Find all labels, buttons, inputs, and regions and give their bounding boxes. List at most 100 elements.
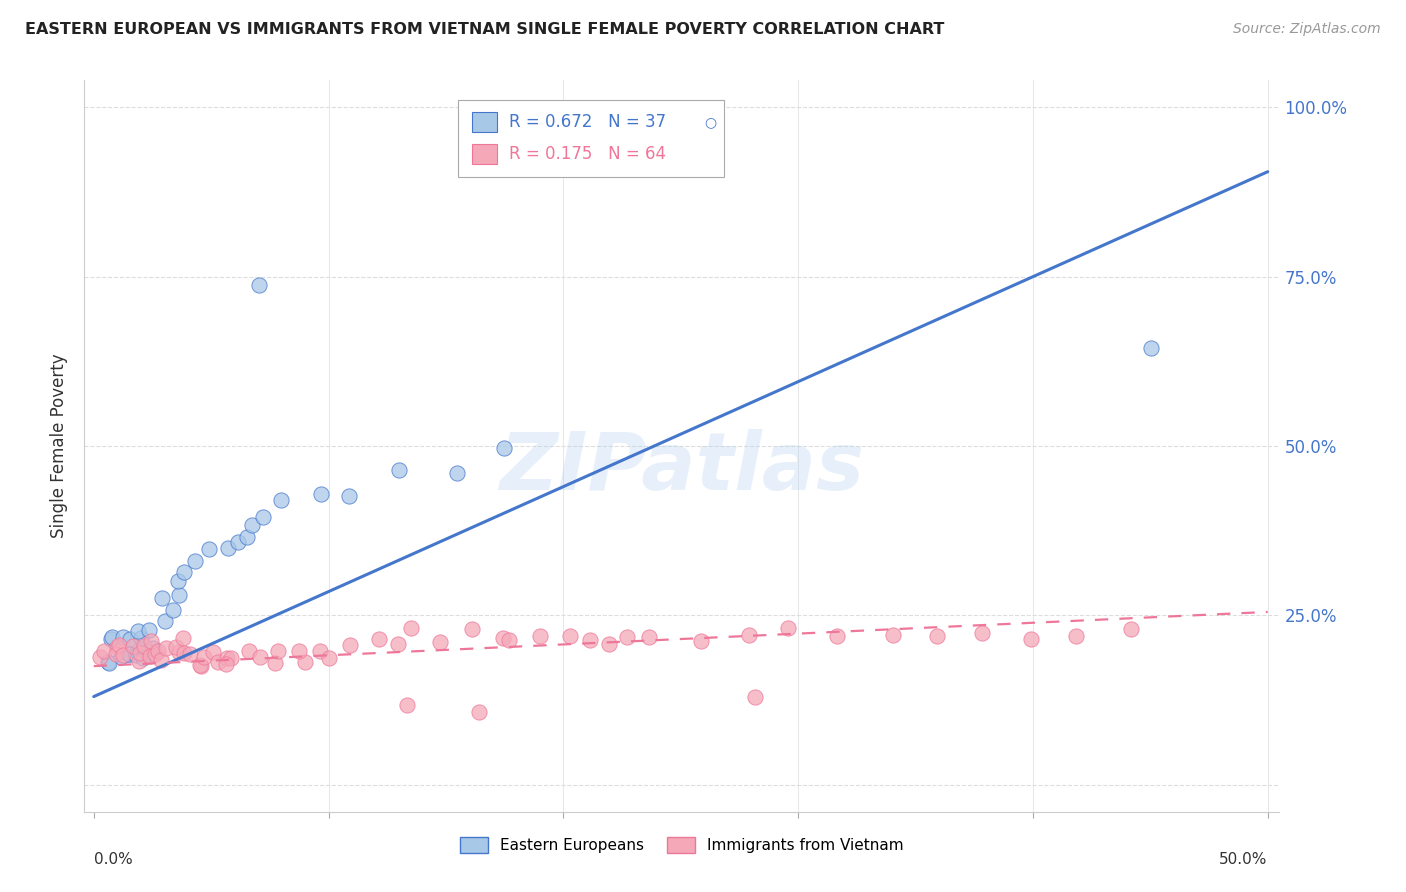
Point (155, 640, 177, 655)
Point (882, 628, 904, 642)
Text: ○: ○ (704, 115, 716, 128)
Point (560, 629, 582, 643)
Point (266, 644, 288, 658)
Point (112, 630, 135, 644)
Point (240, 518, 263, 533)
Point (1140, 342, 1163, 356)
Point (132, 641, 155, 656)
Point (925, 629, 948, 643)
Point (446, 466, 468, 480)
Point (89, 649, 111, 664)
Point (122, 639, 145, 653)
Point (105, 648, 128, 662)
Point (235, 530, 257, 544)
Point (337, 489, 360, 503)
Point (165, 640, 187, 655)
Point (238, 644, 260, 658)
Point (215, 651, 238, 665)
Point (167, 588, 190, 602)
Point (97, 656, 120, 670)
Point (173, 566, 195, 580)
Point (776, 621, 799, 635)
Point (429, 634, 451, 648)
Point (638, 630, 661, 644)
Point (112, 648, 135, 662)
Point (339, 639, 361, 653)
Point (150, 591, 173, 605)
Legend: Eastern Europeans, Immigrants from Vietnam: Eastern Europeans, Immigrants from Vietn… (454, 830, 910, 859)
Point (179, 647, 201, 661)
Point (263, 656, 285, 670)
Point (252, 510, 274, 524)
Point (1019, 632, 1042, 646)
Point (368, 632, 391, 647)
Point (744, 690, 766, 705)
Point (309, 644, 332, 658)
Point (388, 463, 411, 477)
Point (498, 632, 520, 647)
Point (1064, 630, 1087, 644)
Point (127, 624, 149, 639)
Point (173, 646, 195, 660)
Point (148, 644, 170, 658)
Point (972, 625, 994, 640)
Point (226, 534, 249, 549)
Point (207, 655, 229, 669)
Point (401, 621, 423, 635)
Point (128, 646, 150, 660)
Point (249, 650, 271, 665)
Point (118, 632, 141, 647)
Point (184, 554, 207, 568)
Text: ZIPatlas: ZIPatlas (499, 429, 865, 507)
Point (188, 657, 211, 672)
Point (395, 698, 418, 712)
Text: 50.0%: 50.0% (1219, 852, 1268, 867)
Point (97, 655, 120, 669)
Point (162, 603, 184, 617)
Point (100, 632, 122, 646)
Point (167, 574, 190, 588)
Point (100, 631, 122, 645)
Point (738, 628, 761, 642)
Point (270, 492, 292, 507)
Point (110, 650, 132, 665)
Text: R = 0.672   N = 37: R = 0.672 N = 37 (509, 113, 666, 131)
Point (318, 650, 340, 665)
Point (309, 486, 332, 500)
Point (149, 652, 172, 666)
Y-axis label: Single Female Poverty: Single Female Poverty (51, 354, 69, 538)
Point (825, 629, 848, 643)
Point (1121, 622, 1143, 636)
Point (129, 631, 152, 645)
Text: Source: ZipAtlas.com: Source: ZipAtlas.com (1233, 22, 1381, 37)
Point (117, 647, 139, 661)
Point (125, 648, 148, 662)
Point (578, 632, 600, 647)
Point (202, 645, 225, 659)
Point (153, 614, 176, 628)
Point (118, 647, 141, 661)
Text: R = 0.175   N = 64: R = 0.175 N = 64 (509, 145, 665, 163)
Point (616, 630, 638, 644)
Point (142, 641, 165, 656)
Point (217, 541, 239, 555)
Point (460, 622, 482, 636)
Point (105, 640, 128, 654)
Point (128, 654, 150, 668)
Point (190, 659, 212, 673)
Point (288, 644, 311, 658)
Point (494, 441, 516, 455)
Point (387, 637, 409, 651)
Point (134, 639, 156, 653)
Point (247, 277, 270, 292)
Point (131, 651, 153, 665)
Point (93, 644, 115, 658)
Point (529, 629, 551, 643)
Point (141, 634, 163, 648)
Text: EASTERN EUROPEAN VS IMMIGRANTS FROM VIETNAM SINGLE FEMALE POVERTY CORRELATION CH: EASTERN EUROPEAN VS IMMIGRANTS FROM VIET… (25, 22, 945, 37)
Point (198, 542, 221, 557)
Point (219, 651, 242, 665)
Point (167, 644, 190, 658)
Point (294, 655, 316, 669)
Point (143, 647, 166, 661)
